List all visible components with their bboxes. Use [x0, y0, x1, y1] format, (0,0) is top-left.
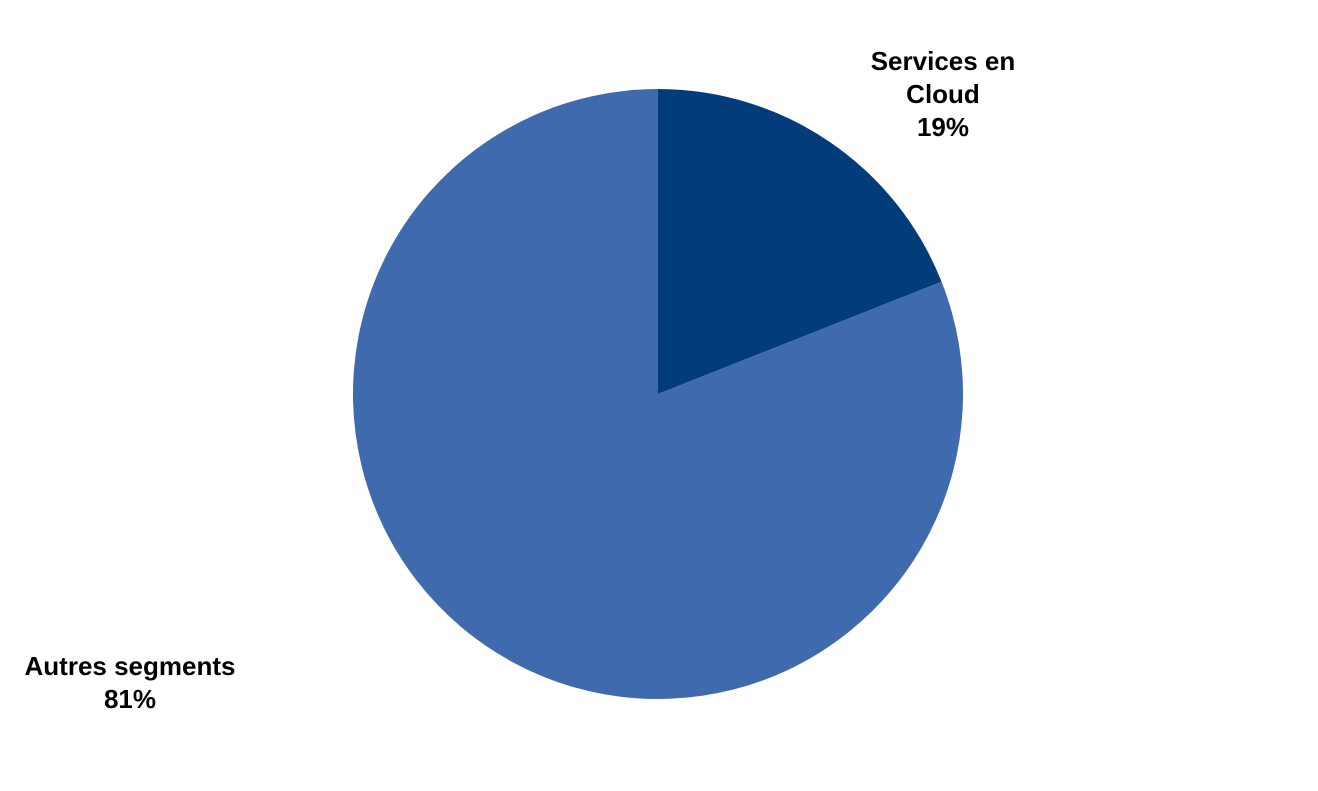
- slice-value-label: 81%: [104, 684, 156, 714]
- slice-value-label: 19%: [917, 112, 969, 142]
- slice-label-2: Autres segments 81%: [25, 651, 236, 714]
- slice-name-line: Services en: [871, 46, 1016, 76]
- slice-label-1: Services en Cloud 19%: [871, 46, 1016, 142]
- pie-slice-2: [352, 89, 963, 699]
- pie-slices: [352, 89, 963, 699]
- pie-slice-1: [658, 89, 942, 394]
- slice-name-line: Cloud: [906, 79, 980, 109]
- slice-labels: Services en Cloud 19% Autres segments 81%: [25, 46, 1016, 714]
- slice-name-line: Autres segments: [25, 651, 236, 681]
